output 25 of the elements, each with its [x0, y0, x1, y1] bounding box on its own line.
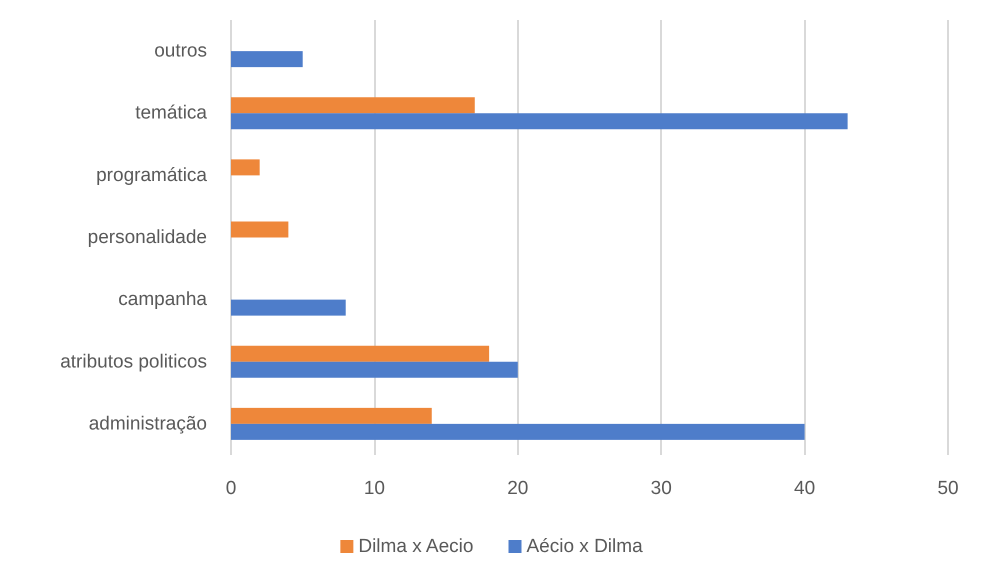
- bar: [231, 424, 805, 440]
- y-tick-label: campanha: [118, 289, 208, 310]
- x-tick-label: 0: [226, 478, 236, 499]
- y-tick-label: administração: [88, 413, 207, 434]
- legend-label: Dilma x Aecio: [358, 536, 474, 557]
- y-tick-label: temática: [135, 102, 208, 124]
- y-tick-label: programática: [96, 164, 208, 186]
- bar: [231, 51, 303, 68]
- bar: [231, 408, 432, 424]
- x-tick-label: 20: [507, 478, 528, 499]
- bar: [231, 222, 288, 238]
- y-tick-label: outros: [154, 40, 207, 62]
- bar: [231, 362, 518, 378]
- bar: [231, 346, 490, 362]
- bar: [231, 159, 260, 176]
- x-tick-label: 50: [937, 478, 959, 499]
- legend-label: Aécio x Dilma: [526, 536, 644, 557]
- bar: [231, 113, 848, 130]
- x-tick-label: 30: [650, 478, 672, 499]
- y-tick-label: personalidade: [88, 227, 207, 248]
- bar: [231, 300, 346, 316]
- x-tick-label: 10: [364, 478, 385, 499]
- bar: [231, 97, 475, 114]
- y-tick-label: atributos politicos: [60, 351, 207, 372]
- x-tick-label: 40: [794, 478, 816, 499]
